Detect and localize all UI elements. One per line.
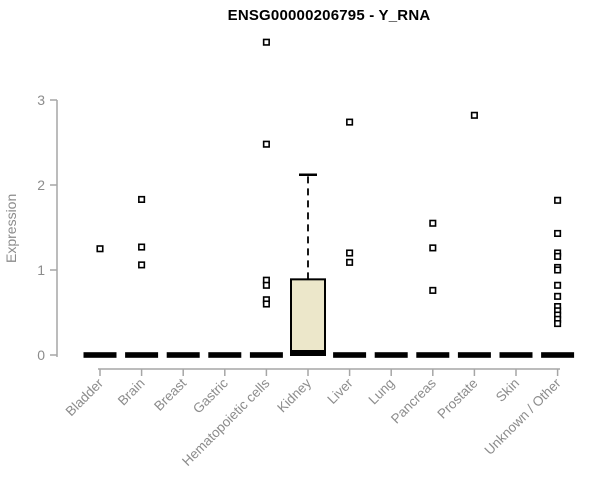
y-tick-label: 1: [37, 262, 45, 278]
outlier-point: [346, 118, 354, 126]
category-label: Brain: [115, 376, 148, 409]
collapsed-box: [125, 352, 159, 358]
outlier-point: [346, 249, 354, 257]
collapsed-box: [333, 352, 367, 358]
outlier-point: [554, 196, 562, 204]
outlier-point: [138, 261, 146, 269]
category-label: Prostate: [434, 376, 480, 422]
category-label: Lung: [365, 376, 397, 408]
outlier-point: [262, 140, 270, 148]
outlier-point: [554, 252, 562, 260]
outlier-point: [470, 111, 478, 119]
category-label: Kidney: [274, 375, 314, 415]
collapsed-box: [457, 352, 491, 358]
y-axis-title: Expression: [3, 193, 19, 264]
outlier-point: [554, 292, 562, 300]
outlier-point: [429, 219, 437, 227]
collapsed-box: [166, 352, 200, 358]
collapsed-box: [499, 352, 533, 358]
category-label: Breast: [151, 375, 189, 413]
outlier-point: [554, 319, 562, 328]
collapsed-box: [416, 352, 450, 358]
outlier-point: [429, 286, 437, 294]
box: [290, 278, 326, 357]
category-label: Liver: [324, 375, 356, 407]
outlier-point: [138, 243, 146, 251]
y-tick-label: 0: [37, 347, 45, 363]
collapsed-box: [83, 352, 117, 358]
category-label: Pancreas: [388, 375, 439, 426]
category-label: Bladder: [63, 375, 107, 419]
outlier-point: [262, 300, 270, 308]
outlier-point: [554, 266, 562, 274]
outlier-point: [429, 244, 437, 252]
outlier-point: [96, 245, 104, 253]
collapsed-box: [374, 352, 408, 358]
collapsed-box: [208, 352, 242, 358]
outlier-point: [138, 195, 146, 203]
category-label: Unknown / Other: [481, 375, 564, 458]
outlier-point: [346, 258, 354, 266]
collapsed-box: [541, 352, 575, 358]
collapsed-box: [249, 352, 283, 358]
y-tick-label: 3: [37, 92, 45, 108]
category-label: Skin: [493, 376, 522, 405]
outlier-point: [554, 229, 562, 237]
category-label: Gastric: [190, 375, 231, 416]
y-tick-label: 2: [37, 177, 45, 193]
outlier-point: [262, 38, 270, 46]
outlier-point: [262, 281, 270, 289]
outlier-point: [554, 281, 562, 289]
chart-title: ENSG00000206795 - Y_RNA: [227, 7, 431, 24]
